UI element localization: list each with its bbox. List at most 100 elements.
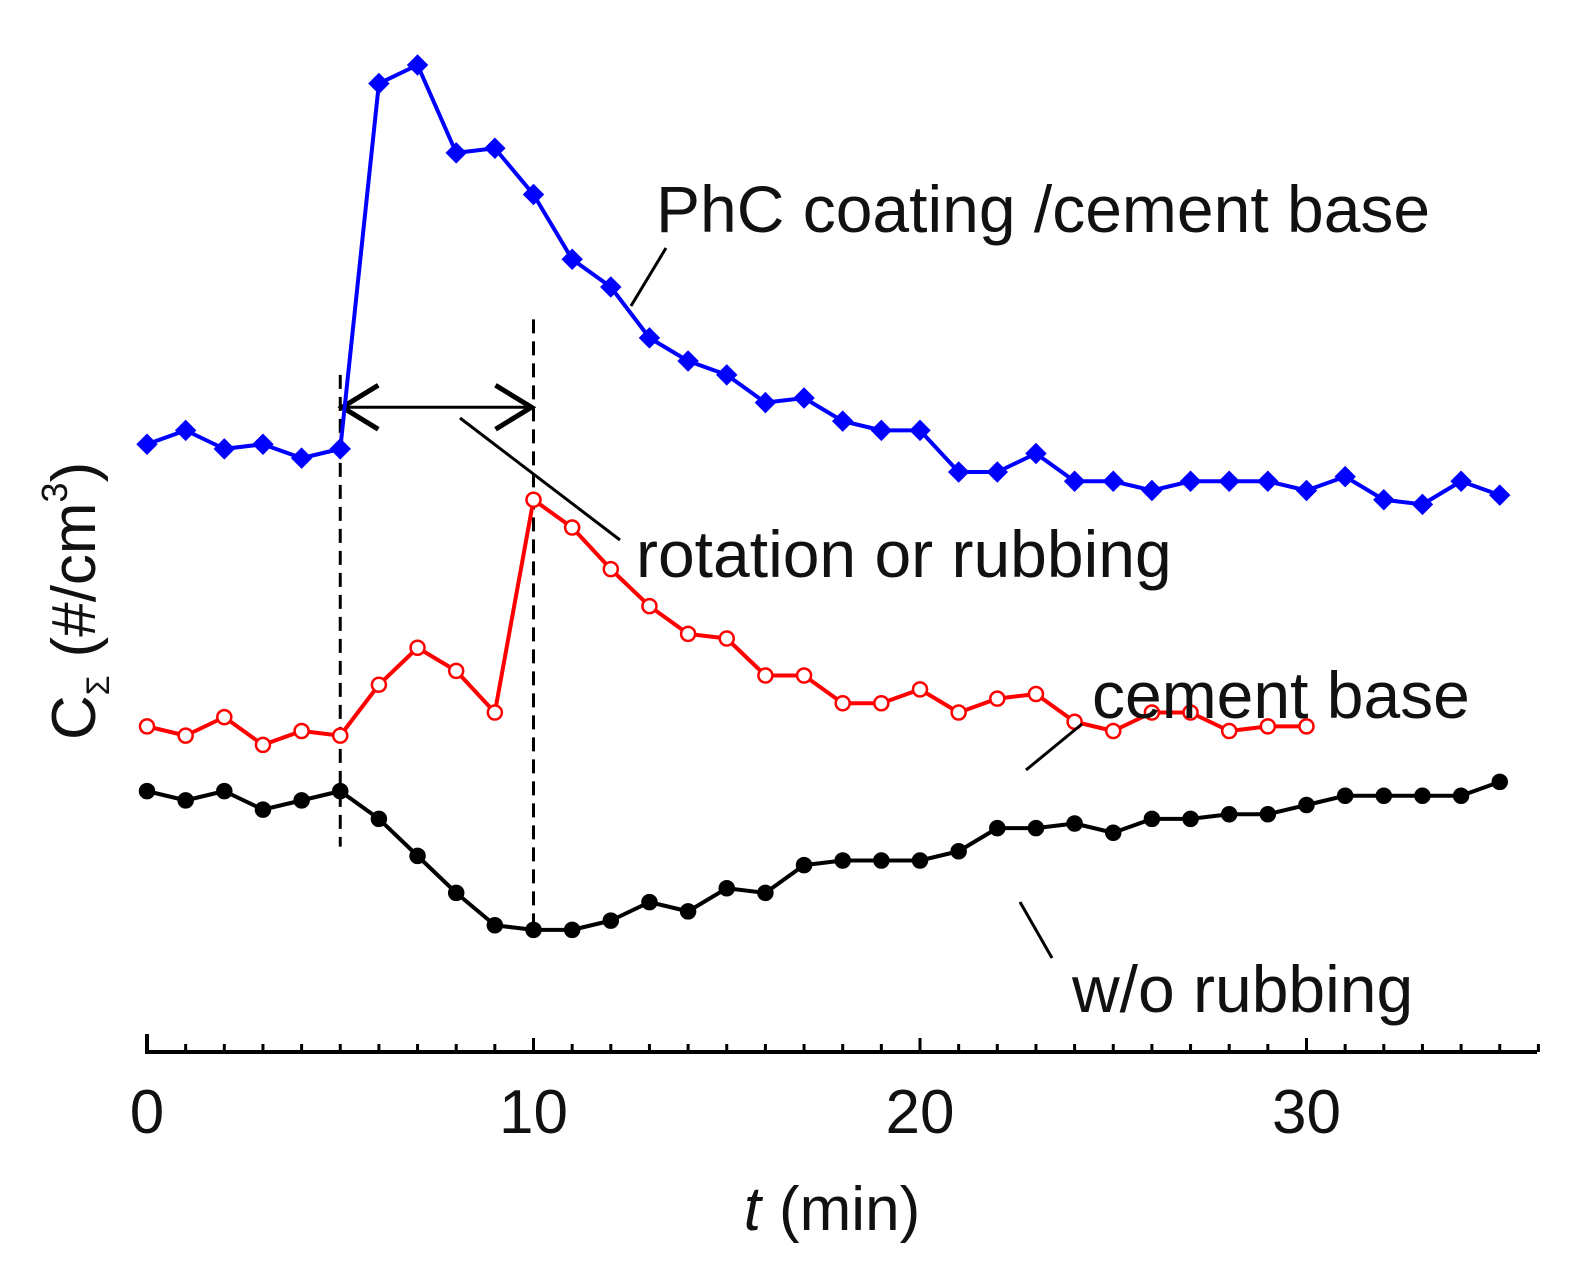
data-point <box>1182 810 1199 828</box>
span-arrow-head-left <box>337 383 380 432</box>
data-point <box>1220 722 1238 740</box>
data-point <box>641 597 658 615</box>
data-point <box>1489 484 1511 506</box>
data-point <box>1063 470 1086 492</box>
data-point <box>252 433 274 455</box>
annotation-cement-base: cement base <box>1092 658 1470 732</box>
data-point <box>1143 810 1161 828</box>
data-point <box>1066 815 1083 832</box>
data-point <box>1141 479 1163 502</box>
annotation-phc-coating: PhC coating /cement base <box>656 172 1430 246</box>
data-point <box>757 667 774 684</box>
data-point <box>718 630 735 647</box>
data-point <box>447 884 465 902</box>
leader-cement <box>1025 722 1083 772</box>
series-2 <box>138 773 1508 939</box>
y-axis-unit-sup: 3 <box>34 482 75 502</box>
data-point <box>561 248 583 270</box>
data-point <box>1027 819 1045 837</box>
data-point <box>989 690 1006 707</box>
data-point <box>602 560 620 578</box>
data-point <box>679 903 697 920</box>
data-point <box>293 792 310 809</box>
data-point <box>1414 787 1431 804</box>
reference-lines <box>338 319 535 930</box>
x-tick-label: 10 <box>499 1078 568 1147</box>
x-tick-label: 20 <box>886 1078 955 1147</box>
data-point <box>1182 704 1199 721</box>
data-point <box>870 419 893 442</box>
x-tick-label: 0 <box>130 1078 164 1147</box>
data-point <box>525 921 542 939</box>
data-point <box>1105 722 1122 740</box>
data-point <box>138 718 156 735</box>
data-point <box>406 54 429 76</box>
span-arrow-head-right <box>494 383 537 432</box>
y-axis-title: CΣ (#/cm3) <box>34 462 116 740</box>
y-axis-unit-close: ) <box>40 462 109 483</box>
series-line-2 <box>146 779 1501 932</box>
leader-rotation <box>459 416 621 542</box>
data-point <box>950 843 967 860</box>
data-point <box>522 183 545 206</box>
data-point <box>1259 806 1277 823</box>
y-axis-var: C <box>40 695 109 740</box>
data-point <box>911 681 929 698</box>
data-point <box>484 137 506 159</box>
data-point <box>989 819 1006 837</box>
annotation-wo-rubbing: w/o rubbing <box>1071 952 1413 1026</box>
data-point <box>174 419 197 442</box>
x-tick-label: 30 <box>1272 1078 1341 1147</box>
data-point <box>600 276 622 298</box>
data-point <box>1373 489 1395 511</box>
x-axis-var: t <box>744 1175 764 1244</box>
data-point <box>1102 470 1124 492</box>
data-point <box>834 852 851 869</box>
data-point <box>1298 718 1315 735</box>
data-point <box>757 884 774 902</box>
data-point <box>1375 787 1393 804</box>
data-point <box>873 695 890 712</box>
data-point <box>213 438 236 460</box>
data-point <box>138 782 156 800</box>
data-point <box>447 662 465 680</box>
data-point <box>1491 773 1508 791</box>
data-point <box>563 519 581 536</box>
data-point <box>793 387 815 409</box>
data-point <box>638 327 661 349</box>
data-point <box>1027 685 1045 703</box>
x-axis: 0 10 20 30 <box>130 1034 1540 1147</box>
data-point <box>1295 479 1318 502</box>
x-axis-title: t (min) <box>744 1175 920 1244</box>
data-point <box>1411 493 1434 516</box>
y-axis-unit: (#/cm <box>40 502 109 657</box>
data-point <box>216 782 233 800</box>
data-point <box>716 364 738 386</box>
data-point <box>602 912 620 929</box>
data-point <box>216 708 233 726</box>
data-point <box>754 391 777 414</box>
data-point <box>909 419 931 442</box>
data-point <box>1298 796 1315 814</box>
data-point <box>834 695 851 712</box>
data-point <box>718 880 735 897</box>
data-point <box>370 810 388 828</box>
data-point <box>795 667 813 684</box>
data-point <box>445 142 467 164</box>
data-point <box>293 722 310 740</box>
data-point <box>831 410 854 432</box>
series-0 <box>136 54 1511 516</box>
data-point <box>409 847 426 865</box>
data-point <box>641 893 658 911</box>
data-point <box>254 801 272 818</box>
data-point <box>329 438 351 460</box>
data-point <box>986 461 1009 483</box>
data-point <box>950 704 967 721</box>
data-point <box>486 917 504 934</box>
data-point <box>1218 470 1240 492</box>
annotations: PhC coating /cement base rotation or rub… <box>34 172 1470 1244</box>
annotation-rotation-or-rubbing: rotation or rubbing <box>636 517 1172 591</box>
data-point <box>1257 470 1279 492</box>
data-point <box>1143 704 1161 721</box>
